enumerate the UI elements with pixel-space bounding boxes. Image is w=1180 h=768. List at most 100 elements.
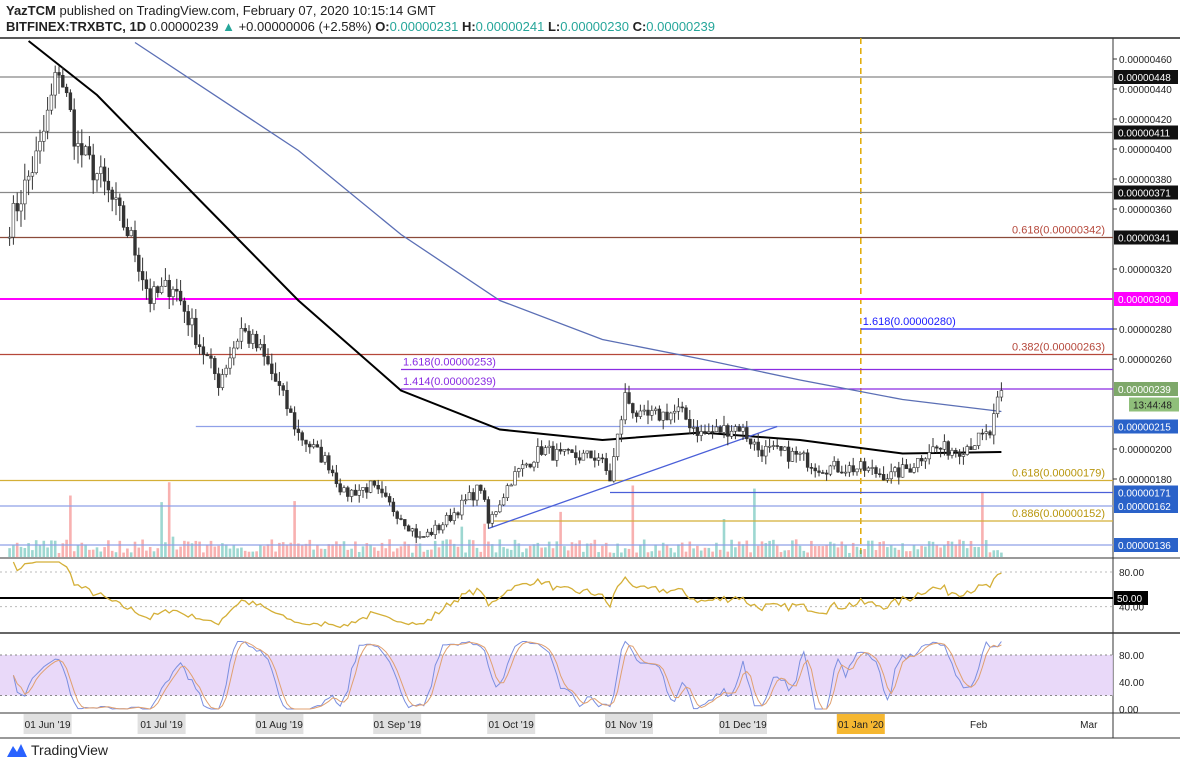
volume-bar (604, 542, 608, 557)
candle (988, 431, 992, 436)
volume-bar (832, 543, 836, 557)
volume-bar (76, 545, 80, 557)
price-tag (1114, 292, 1178, 306)
volume-bar (965, 548, 969, 557)
volume-bar (42, 540, 46, 557)
candle (543, 447, 548, 455)
candle (7, 236, 12, 239)
candle (555, 449, 559, 461)
candle (380, 488, 384, 494)
candle (562, 448, 567, 452)
candle (80, 143, 84, 156)
volume-bar (285, 544, 289, 557)
volume-bar (88, 549, 91, 557)
time-tick-label: 01 Jun '19 (25, 720, 71, 731)
volume-bar (601, 545, 604, 557)
candle (494, 511, 498, 515)
volume-bar (498, 539, 502, 557)
candle (577, 457, 582, 461)
price-tag-label: 0.00000215 (1118, 423, 1171, 434)
volume-bar (908, 551, 912, 557)
candle (463, 499, 468, 502)
price-tag (1114, 382, 1178, 396)
candle (399, 518, 403, 520)
candle (908, 468, 912, 473)
candle (999, 390, 1004, 398)
volume-bar (198, 541, 201, 557)
candle (885, 478, 890, 481)
volume-bar (342, 541, 346, 557)
volume-bar (825, 545, 828, 557)
volume-bar (874, 550, 878, 557)
candle (779, 446, 783, 451)
volume-bar (544, 547, 547, 557)
rsi-tick-label: 40.00 (1119, 603, 1144, 614)
candle (72, 109, 76, 147)
price-tick-label: 0.00000260 (1119, 355, 1172, 366)
volume-bar (445, 539, 448, 557)
volume-bar (110, 550, 114, 557)
candle (137, 254, 141, 272)
volume-bar (593, 539, 597, 557)
stoch-tick-label: 80.00 (1119, 651, 1144, 662)
candle (954, 449, 958, 453)
candle (444, 514, 449, 526)
candle (638, 410, 643, 417)
volume-bar (950, 541, 954, 557)
candle (384, 492, 388, 497)
volume-bar (673, 552, 676, 557)
time-tick-label: Mar (1080, 720, 1098, 731)
candle (102, 166, 107, 182)
volume-bar (585, 543, 589, 557)
candle (984, 431, 988, 434)
candle (266, 356, 270, 365)
volume-bar (407, 544, 410, 557)
candle (437, 524, 441, 531)
candle (520, 464, 525, 470)
candle (938, 447, 943, 450)
volume-bar (126, 548, 129, 557)
volume-bar (715, 542, 718, 557)
volume-bar (517, 543, 521, 557)
volume-bar (69, 495, 72, 557)
volume-bar (646, 552, 650, 557)
volume-bar (468, 539, 471, 557)
volume-bar (703, 547, 707, 557)
candle (186, 311, 190, 326)
candle (57, 72, 61, 76)
candle (182, 300, 187, 312)
symbol: BITFINEX:TRXBTC, 1D (6, 19, 147, 34)
volume-bar (312, 549, 315, 557)
close-value: 0.00000239 (646, 19, 715, 34)
candle (171, 288, 175, 298)
candle (912, 467, 916, 473)
price-change: +0.00000006 (+2.58%) (238, 19, 372, 34)
volume-bar (361, 546, 365, 557)
price-tag-label: 0.00000411 (1118, 129, 1171, 140)
candle (771, 445, 776, 447)
candle (623, 392, 627, 421)
candle (501, 497, 506, 506)
candle (513, 471, 517, 486)
volume-bar (779, 552, 783, 557)
candle (64, 86, 69, 94)
time-tick-label: 01 Oct '19 (489, 720, 535, 731)
candle (570, 449, 574, 453)
price-tag-label: 0.00000371 (1118, 189, 1171, 200)
tradingview-logo[interactable]: TradingView (6, 742, 108, 758)
volume-bar (38, 545, 42, 557)
volume-bar (23, 547, 27, 557)
price-tag-label: 0.00000136 (1118, 541, 1171, 552)
volume-bar (540, 547, 543, 557)
publish-info: published on TradingView.com, February 0… (59, 3, 436, 18)
time-tag (255, 714, 304, 734)
candle (163, 280, 168, 287)
candle (361, 487, 365, 491)
author[interactable]: YazTCM (6, 3, 56, 18)
volume-bar (962, 540, 965, 557)
volume-bar (844, 544, 847, 557)
candle (232, 347, 236, 359)
volume-bar (186, 541, 190, 557)
candle (42, 130, 46, 142)
